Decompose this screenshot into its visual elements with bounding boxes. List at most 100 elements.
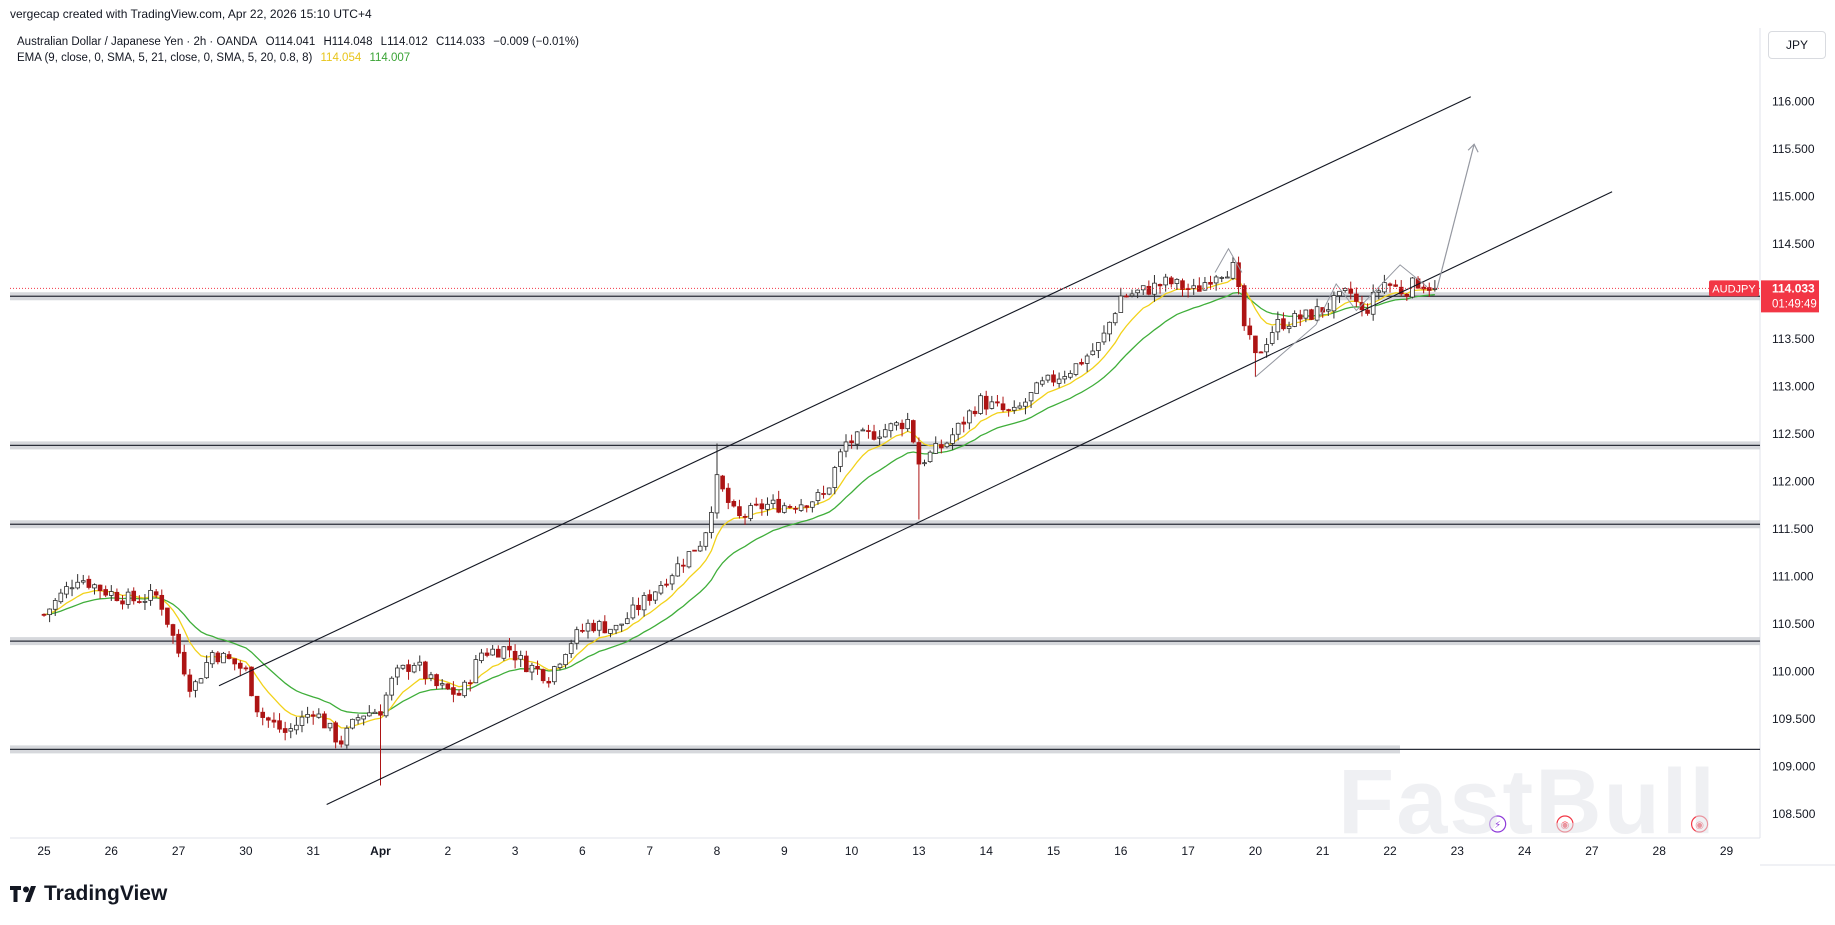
candle-body <box>518 655 524 660</box>
candle-body <box>41 613 47 616</box>
price-tag-countdown: 01:49:49 <box>1772 298 1817 310</box>
candle-body <box>910 420 916 443</box>
brand[interactable]: TradingView <box>10 882 167 906</box>
candle-body <box>1051 374 1056 383</box>
candle <box>1275 311 1281 341</box>
candle <box>888 422 894 438</box>
candle-body <box>1146 285 1152 295</box>
candle <box>456 689 462 696</box>
candle <box>630 597 636 620</box>
candle-body <box>1118 295 1124 313</box>
candle <box>1241 283 1247 331</box>
candle <box>725 483 731 510</box>
candle <box>1028 392 1034 408</box>
candle <box>333 720 338 749</box>
candle-body <box>47 608 52 616</box>
candle-body <box>838 451 843 467</box>
candle-body <box>1068 373 1073 378</box>
candle <box>181 644 187 677</box>
candle-body <box>653 591 658 601</box>
candle-body <box>905 419 910 430</box>
candle-body <box>97 584 103 592</box>
symbol-title[interactable]: Australian Dollar / Japanese Yen · 2h · … <box>17 36 258 48</box>
candle <box>467 679 473 692</box>
candle-body <box>1393 284 1398 287</box>
candle <box>1017 402 1023 410</box>
candle <box>1163 273 1168 292</box>
candle <box>114 588 120 602</box>
candle-body <box>860 429 866 432</box>
candle-body <box>608 628 613 634</box>
candle <box>770 494 776 509</box>
ema-label[interactable]: EMA (9, close, 0, SMA, 5, 21, close, 0, … <box>17 52 313 64</box>
candle-body <box>249 666 254 697</box>
candle <box>939 439 944 454</box>
time-tick-label: 27 <box>172 844 186 858</box>
time-tick-label: 6 <box>579 844 586 858</box>
currency-selector[interactable]: JPY <box>1768 31 1826 59</box>
event-marker-icon[interactable] <box>1489 815 1507 833</box>
candle <box>277 713 282 733</box>
candle <box>1208 275 1213 290</box>
candle-body <box>1314 306 1320 321</box>
candle-body <box>439 683 445 686</box>
candle-body <box>507 645 512 651</box>
tradingview-logo-icon <box>10 886 36 902</box>
candle-body <box>1034 382 1039 394</box>
candle <box>535 660 540 675</box>
time-tick-label: 7 <box>646 844 653 858</box>
candle <box>462 680 467 698</box>
candle-body <box>714 474 720 514</box>
price-tick-label: 116.000 <box>1772 95 1815 109</box>
event-marker-icon[interactable] <box>1556 815 1574 833</box>
candle <box>103 585 108 598</box>
candle-body <box>1241 285 1247 327</box>
candle-body <box>630 604 636 619</box>
candle <box>1264 338 1269 358</box>
ema-slow-value: 114.007 <box>369 52 411 64</box>
candle <box>512 644 518 669</box>
candle <box>871 424 877 441</box>
candle <box>653 591 658 604</box>
candle <box>266 716 271 728</box>
candle-body <box>389 677 395 696</box>
candle <box>1281 312 1286 331</box>
candle-body <box>1112 313 1118 324</box>
candle-body <box>535 665 540 670</box>
candle <box>737 499 742 519</box>
candle-body <box>709 512 714 533</box>
candle-body <box>1398 286 1404 295</box>
price-tick-label: 112.000 <box>1772 475 1815 489</box>
candle-body <box>815 492 821 501</box>
candle <box>563 653 568 669</box>
candle-body <box>316 713 322 718</box>
symbol-legend: Australian Dollar / Japanese Yen · 2h · … <box>17 36 584 48</box>
candle <box>613 624 619 635</box>
candle <box>249 666 254 697</box>
candle-body <box>114 591 120 602</box>
candle-body <box>198 678 204 684</box>
candle <box>372 708 378 714</box>
candle <box>1197 277 1202 292</box>
candle-body <box>574 629 580 644</box>
candle <box>58 588 64 604</box>
candle-body <box>1079 361 1084 365</box>
candle-body <box>782 505 787 513</box>
candle <box>1107 321 1112 342</box>
candle <box>1354 287 1359 308</box>
candle-body <box>484 652 490 656</box>
candle-body <box>731 501 737 507</box>
candle <box>254 695 260 718</box>
price-tick-label: 114.500 <box>1772 237 1815 251</box>
candle-body <box>675 563 681 577</box>
candle-body <box>1354 293 1359 302</box>
candle-body <box>372 711 378 714</box>
event-marker-icon[interactable] <box>1690 815 1709 833</box>
candle-body <box>299 716 305 726</box>
candle <box>1326 302 1331 316</box>
candle-body <box>849 440 854 444</box>
candle <box>776 490 781 514</box>
candle <box>1393 279 1398 287</box>
candle <box>804 504 810 513</box>
